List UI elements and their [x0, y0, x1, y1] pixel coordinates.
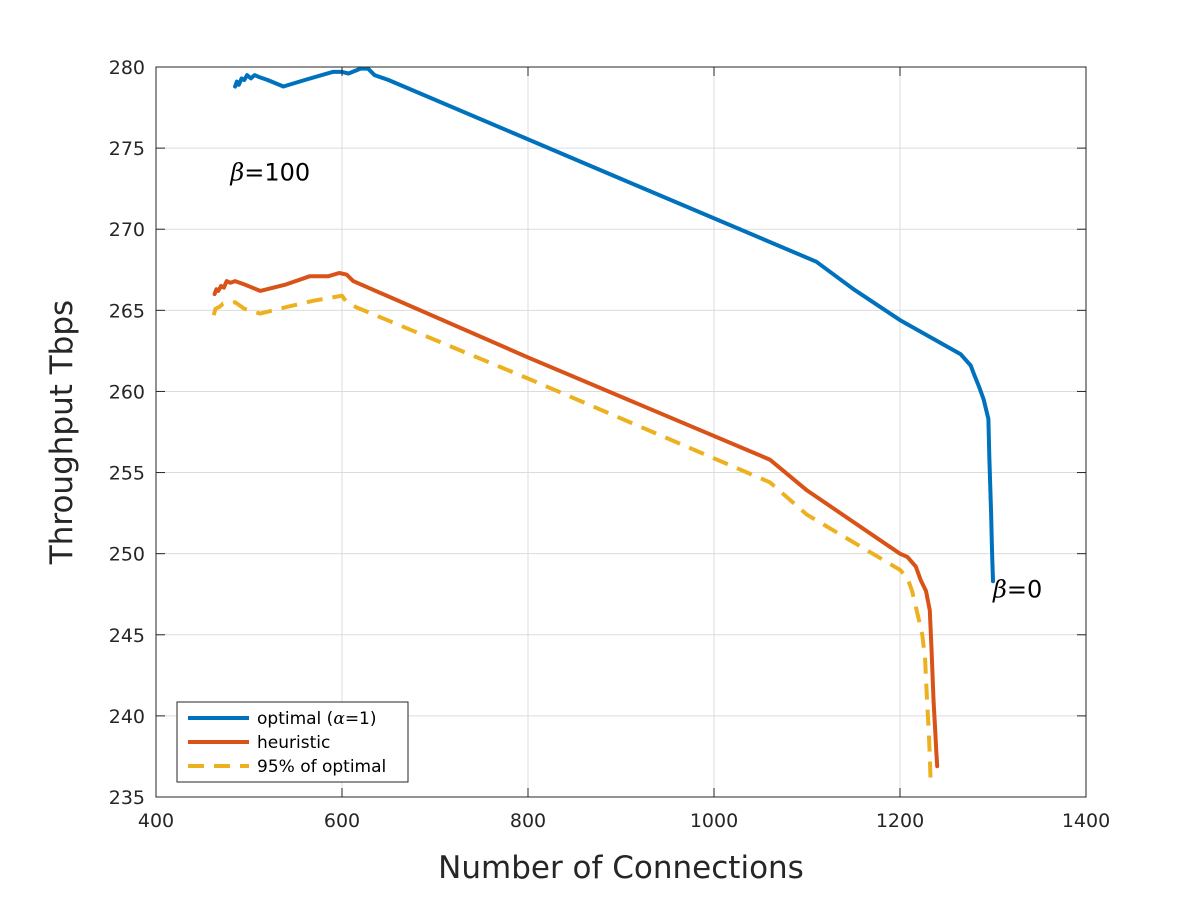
legend-label: 95% of optimal — [257, 757, 386, 777]
plot-lines — [211, 66, 995, 785]
y-axis-label: Throughput Tbps — [44, 300, 80, 565]
y-tick-label: 275 — [109, 138, 145, 160]
grid — [156, 67, 1086, 797]
series-line-1 — [233, 66, 995, 584]
series-line-3 — [211, 293, 933, 785]
y-tick-label: 265 — [109, 300, 145, 322]
y-tick-label: 260 — [109, 381, 145, 403]
x-tick-label: 400 — [138, 810, 174, 832]
x-tick-label: 1400 — [1062, 810, 1110, 832]
x-tick-label: 600 — [324, 810, 360, 832]
plot-frame — [155, 66, 1087, 798]
x-axis-label: Number of Connections — [438, 850, 804, 886]
legend-label: optimal (α=1) — [257, 709, 377, 729]
beta-annotation-2: β=0 — [992, 575, 1042, 603]
axis-ticks: 400 600 800 1000 1200 1400 235 240 245 250 255 260 2… — [109, 57, 1110, 832]
x-tick-label: 1000 — [690, 810, 738, 832]
y-tick-label: 240 — [109, 706, 145, 728]
x-tick-label: 800 — [510, 810, 546, 832]
y-tick-label: 255 — [109, 463, 145, 485]
series-line-2 — [212, 271, 940, 769]
legend: optimal (α=1) heuristic 95% of optimal — [176, 701, 409, 783]
y-tick-label: 270 — [109, 219, 145, 241]
y-tick-label: 235 — [109, 787, 145, 809]
annotations: β=100 β=0 — [229, 158, 1042, 603]
beta-annotation-1: β=100 — [229, 158, 310, 186]
y-tick-label: 245 — [109, 625, 145, 647]
x-tick-label: 1200 — [876, 810, 924, 832]
y-tick-label: 280 — [109, 57, 145, 79]
legend-label: heuristic — [257, 733, 330, 753]
y-tick-label: 250 — [109, 544, 145, 566]
